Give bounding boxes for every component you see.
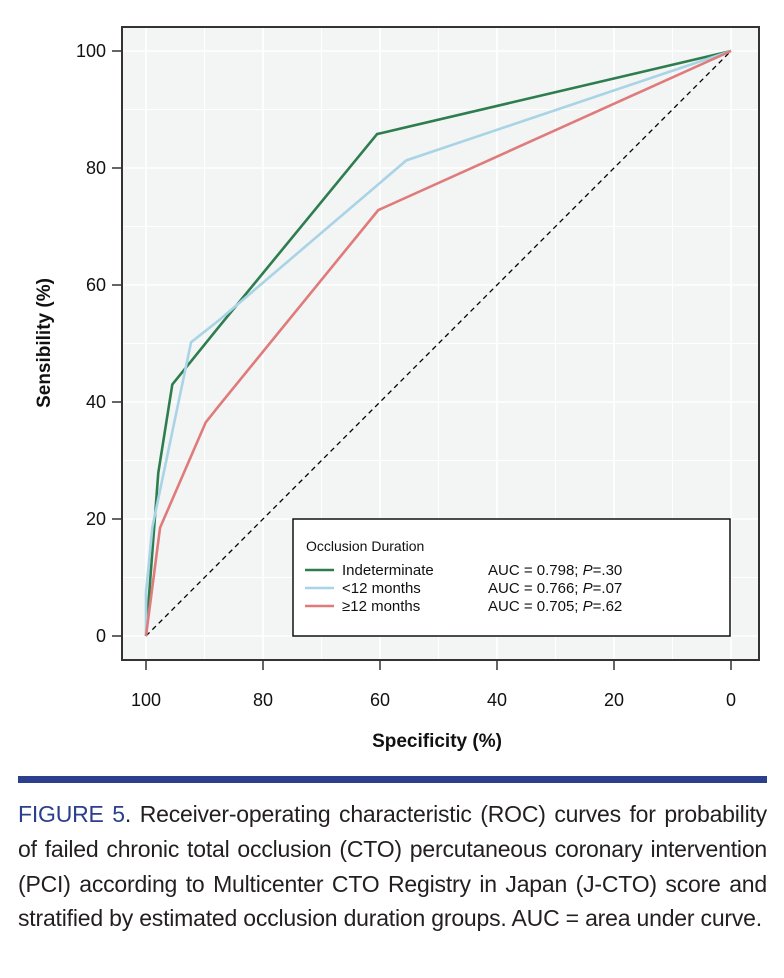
legend-stat-2: AUC = 0.705; P=.62 [488,598,622,615]
x-tick-label: 100 [131,690,161,710]
legend-label-1: <12 months [342,580,421,597]
legend-title: Occlusion Duration [306,538,424,554]
plot-frame [121,26,760,661]
caption-text: . Receiver-operating characteristic (ROC… [18,801,767,932]
y-tick-label: 20 [86,509,106,529]
reference-diagonal [145,50,732,637]
x-axis-label: Specificity (%) [372,731,502,752]
figure-caption: FIGURE 5. Receiver-operating characteris… [18,797,767,936]
series-line-0 [144,49,732,637]
y-tick-label: 100 [76,41,106,61]
y-tick-label: 60 [86,275,106,295]
x-tick-label: 80 [253,690,273,710]
legend-label-2: ≥12 months [342,598,420,615]
x-tick-label: 40 [487,690,507,710]
y-tick-label: 40 [86,392,106,412]
y-axis-label: Sensibility (%) [34,278,55,408]
legend-stat-1: AUC = 0.766; P=.07 [488,580,622,597]
series-line-2 [144,49,732,637]
series-line-1 [144,49,732,636]
y-tick-label: 80 [86,158,106,178]
axis-ticks: 100 80 60 40 20 0 0 20 40 60 80 100 [76,41,736,710]
legend-stat-0: AUC = 0.798; P=.30 [488,562,622,579]
figure-label: FIGURE 5 [18,801,125,827]
caption-rule [18,776,767,783]
series-group [144,49,732,637]
x-tick-label: 20 [604,690,624,710]
legend: Occlusion Duration Indeterminate AUC = 0.… [292,518,731,637]
x-tick-label: 60 [370,690,390,710]
legend-box [292,518,731,637]
y-tick-label: 0 [96,626,106,646]
x-tick-label: 0 [726,690,736,710]
roc-chart: 100 80 60 40 20 0 0 20 40 60 80 100 Specificity (%)… [34,26,760,752]
legend-label-0: Indeterminate [342,562,434,579]
